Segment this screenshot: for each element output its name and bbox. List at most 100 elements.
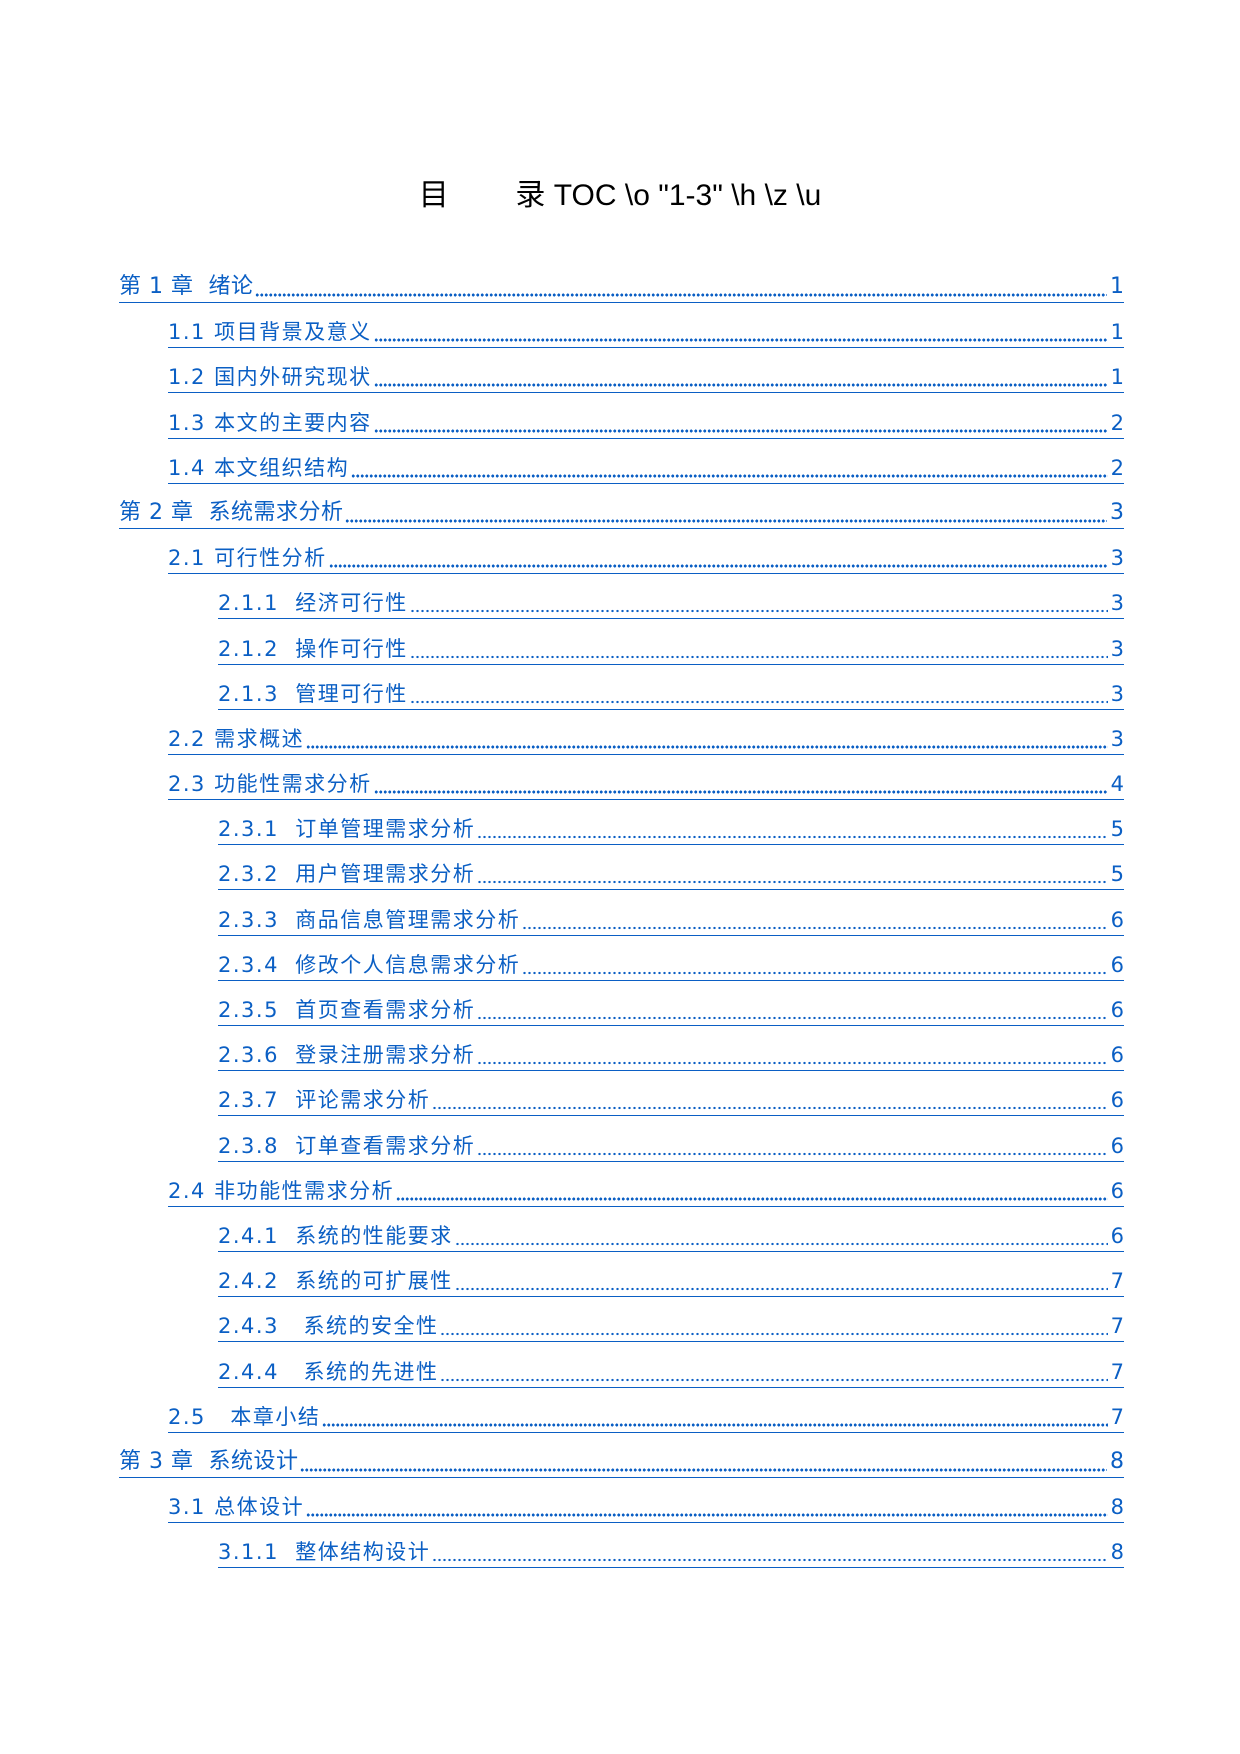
- toc-entry-page-number: 3: [1110, 726, 1124, 751]
- toc-entry-level-2[interactable]: 1.2 国内外研究现状 1: [168, 358, 1124, 403]
- toc-entry-page-number: 5: [1110, 862, 1124, 887]
- toc-entry-link[interactable]: 2.1.2 操作可行性 3: [218, 630, 1124, 665]
- toc-entry-link[interactable]: 2.4.3 系统的安全性 7: [218, 1307, 1124, 1343]
- toc-entry-link[interactable]: 2.3.7 评论需求分析 6: [218, 1081, 1124, 1117]
- toc-entry-level-2[interactable]: 2.3 功能性需求分析 4: [168, 765, 1124, 810]
- toc-entry-link[interactable]: 2.5 本章小结 7: [168, 1398, 1124, 1433]
- toc-entry-link[interactable]: 2.3.2 用户管理需求分析 5: [218, 855, 1124, 891]
- toc-entry-link[interactable]: 2.4 非功能性需求分析 6: [168, 1172, 1124, 1207]
- toc-entry-label: 2.1 可行性分析: [168, 546, 327, 571]
- toc-entry-link[interactable]: 2.1.1 经济可行性 3: [218, 584, 1124, 620]
- toc-entry-level-3[interactable]: 2.3.7 评论需求分析 6: [218, 1081, 1124, 1126]
- toc-entry-label: 2.3 功能性需求分析: [168, 772, 372, 797]
- dot-leader: [454, 1286, 1108, 1293]
- toc-entry-level-3[interactable]: 2.3.8 订单查看需求分析 6: [218, 1127, 1124, 1172]
- toc-entry-level-3[interactable]: 2.1.1 经济可行性 3: [218, 584, 1124, 629]
- toc-entry-level-2[interactable]: 2.4 非功能性需求分析 6: [168, 1172, 1124, 1217]
- toc-entry-level-2[interactable]: 1.3 本文的主要内容 2: [168, 404, 1124, 449]
- toc-entry-link[interactable]: 3.1.1 整体结构设计 8: [218, 1533, 1124, 1569]
- toc-entry-level-3[interactable]: 2.3.1 订单管理需求分析 5: [218, 810, 1124, 855]
- toc-entry-label: 2.1.1 经济可行性: [218, 591, 408, 616]
- toc-entry-link[interactable]: 1.2 国内外研究现状 1: [168, 358, 1124, 394]
- toc-entry-level-3[interactable]: 2.3.4 修改个人信息需求分析 6: [218, 946, 1124, 991]
- dot-leader: [345, 517, 1107, 524]
- toc-entry-level-2[interactable]: 1.1 项目背景及意义 1: [168, 313, 1124, 358]
- dot-leader: [373, 789, 1108, 796]
- dot-leader: [454, 1240, 1108, 1247]
- toc-entry-page-number: 4: [1110, 772, 1124, 797]
- toc-entry-link[interactable]: 2.3.8 订单查看需求分析 6: [218, 1127, 1124, 1162]
- toc-entry-level-3[interactable]: 2.3.2 用户管理需求分析 5: [218, 855, 1124, 900]
- dot-leader: [477, 834, 1108, 841]
- toc-entry-label: 3.1 总体设计: [168, 1495, 305, 1520]
- toc-entry-label: 2.3.3 商品信息管理需求分析: [218, 907, 521, 932]
- toc-entry-page-number: 1: [1110, 320, 1124, 345]
- toc-entry-level-3[interactable]: 2.4.4 系统的先进性 7: [218, 1353, 1124, 1398]
- toc-entry-level-3[interactable]: 2.4.2 系统的可扩展性 7: [218, 1262, 1124, 1307]
- toc-entry-link[interactable]: 2.3.3 商品信息管理需求分析 6: [218, 901, 1124, 936]
- dot-leader: [373, 337, 1108, 344]
- toc-entry-link[interactable]: 1.3 本文的主要内容 2: [168, 404, 1124, 439]
- toc-entry-link[interactable]: 2.3 功能性需求分析 4: [168, 765, 1124, 801]
- toc-entry-link[interactable]: 2.3.1 订单管理需求分析 5: [218, 810, 1124, 846]
- toc-entry-link[interactable]: 1.4 本文组织结构 2: [168, 449, 1124, 484]
- toc-entry-label: 2.1.3 管理可行性: [218, 681, 408, 706]
- toc-entry-level-1[interactable]: 第 2 章 系统需求分析 3: [119, 494, 1124, 539]
- dot-leader: [409, 698, 1108, 705]
- toc-entry-label: 2.4.1 系统的性能要求: [218, 1223, 453, 1248]
- dot-leader: [373, 382, 1108, 389]
- toc-entry-label: 第 3 章 系统设计: [119, 1448, 299, 1474]
- toc-entry-level-3[interactable]: 2.3.3 商品信息管理需求分析 6: [218, 901, 1124, 946]
- toc-entry-link[interactable]: 2.1 可行性分析 3: [168, 539, 1124, 575]
- toc-entry-link[interactable]: 2.2 需求概述 3: [168, 720, 1124, 755]
- toc-entry-link[interactable]: 1.1 项目背景及意义 1: [168, 313, 1124, 349]
- toc-entry-page-number: 6: [1110, 1043, 1124, 1068]
- toc-entry-page-number: 3: [1110, 499, 1124, 525]
- dot-leader: [300, 1466, 1107, 1473]
- toc-entry-link[interactable]: 2.4.2 系统的可扩展性 7: [218, 1262, 1124, 1298]
- toc-entry-level-2[interactable]: 3.1 总体设计 8: [168, 1488, 1124, 1533]
- toc-entry-level-3[interactable]: 2.1.3 管理可行性 3: [218, 675, 1124, 720]
- toc-entry-level-3[interactable]: 2.1.2 操作可行性 3: [218, 630, 1124, 675]
- toc-entry-level-1[interactable]: 第 3 章 系统设计 8: [119, 1443, 1124, 1488]
- dot-leader: [373, 427, 1108, 434]
- toc-entry-level-3[interactable]: 2.4.3 系统的安全性 7: [218, 1307, 1124, 1352]
- toc-entry-link[interactable]: 2.3.6 登录注册需求分析 6: [218, 1036, 1124, 1072]
- toc-entry-level-3[interactable]: 2.3.5 首页查看需求分析 6: [218, 991, 1124, 1036]
- toc-entry-link[interactable]: 第 3 章 系统设计 8: [119, 1443, 1124, 1478]
- toc-entry-page-number: 6: [1110, 907, 1124, 932]
- toc-entry-link[interactable]: 2.1.3 管理可行性 3: [218, 675, 1124, 710]
- toc-entry-level-2[interactable]: 2.1 可行性分析 3: [168, 539, 1124, 584]
- toc-entry-link[interactable]: 2.3.4 修改个人信息需求分析 6: [218, 946, 1124, 981]
- dot-leader: [477, 1015, 1108, 1021]
- toc-entry-level-1[interactable]: 第 1 章 绪论 1: [119, 268, 1124, 313]
- dot-leader: [522, 969, 1108, 976]
- toc-entry-level-2[interactable]: 2.5 本章小结 7: [168, 1398, 1124, 1443]
- toc-entry-level-3[interactable]: 2.4.1 系统的性能要求 6: [218, 1217, 1124, 1262]
- toc-entry-page-number: 8: [1110, 1540, 1124, 1565]
- toc-entry-link[interactable]: 3.1 总体设计 8: [168, 1488, 1124, 1524]
- toc-entry-link[interactable]: 第 1 章 绪论 1: [119, 268, 1124, 303]
- toc-entry-link[interactable]: 2.4.1 系统的性能要求 6: [218, 1217, 1124, 1252]
- toc-entry-level-3[interactable]: 2.3.6 登录注册需求分析 6: [218, 1036, 1124, 1081]
- toc-entry-link[interactable]: 2.3.5 首页查看需求分析 6: [218, 991, 1124, 1026]
- toc-entry-page-number: 6: [1110, 998, 1124, 1022]
- toc-entry-level-2[interactable]: 2.2 需求概述 3: [168, 720, 1124, 765]
- toc-entry-link[interactable]: 第 2 章 系统需求分析 3: [119, 494, 1124, 529]
- toc-entry-label: 2.3.2 用户管理需求分析: [218, 862, 476, 887]
- toc-entry-page-number: 6: [1110, 1223, 1124, 1248]
- dot-leader: [432, 1105, 1108, 1112]
- toc-entry-label: 2.4 非功能性需求分析: [168, 1178, 395, 1203]
- toc-entry-label: 1.3 本文的主要内容: [168, 410, 372, 435]
- toc-entry-link[interactable]: 2.4.4 系统的先进性 7: [218, 1353, 1124, 1388]
- toc-entry-page-number: 6: [1110, 1133, 1124, 1158]
- toc-entry-page-number: 6: [1110, 1178, 1124, 1203]
- toc-entry-level-2[interactable]: 1.4 本文组织结构 2: [168, 449, 1124, 494]
- toc-entry-label: 2.3.6 登录注册需求分析: [218, 1043, 476, 1068]
- toc-entry-page-number: 1: [1110, 274, 1124, 299]
- toc-entry-label: 2.3.8 订单查看需求分析: [218, 1133, 476, 1158]
- toc-entry-page-number: 7: [1110, 1314, 1124, 1339]
- dot-leader: [522, 924, 1108, 931]
- toc-entry-level-3[interactable]: 3.1.1 整体结构设计 8: [218, 1533, 1124, 1578]
